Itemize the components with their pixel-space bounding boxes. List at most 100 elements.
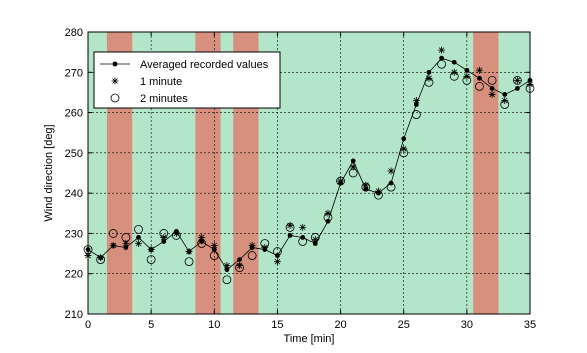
y-tick-label: 250 — [65, 148, 83, 160]
x-tick-label: 20 — [334, 319, 346, 331]
data-point — [146, 255, 156, 265]
data-point — [462, 75, 472, 85]
highlight-band-4 — [473, 32, 499, 314]
x-tick-label: 25 — [398, 319, 410, 331]
data-point — [451, 59, 457, 65]
data-point — [350, 158, 356, 164]
y-tick-label: 210 — [65, 309, 83, 321]
data-point — [477, 75, 482, 81]
data-point — [336, 176, 345, 186]
data-point — [464, 67, 470, 73]
data-point — [197, 239, 207, 248]
data-point — [198, 233, 206, 241]
data-point — [413, 102, 419, 107]
data-point — [147, 246, 155, 254]
data-point — [122, 240, 130, 247]
data-point — [411, 110, 421, 119]
x-tick-label: 5 — [148, 319, 154, 331]
data-point — [135, 240, 143, 247]
data-point — [439, 55, 444, 61]
legend-label: 2 minutes — [140, 93, 188, 105]
data-point — [172, 229, 180, 237]
axis-ticks: 0 5 10 15 20 25 30 35 210 220 230 240 250 260 270 280 — [65, 27, 536, 331]
data-point — [363, 186, 369, 192]
data-point — [387, 167, 395, 175]
data-point — [475, 81, 484, 91]
data-point — [298, 237, 308, 246]
data-point — [361, 182, 371, 192]
data-point — [236, 262, 244, 270]
data-point — [348, 168, 358, 178]
legend-label: Averaged recorded values — [140, 59, 269, 71]
x-axis-label: Time [min] — [284, 333, 335, 345]
data-point — [287, 233, 293, 238]
data-point — [362, 181, 370, 189]
data-point — [123, 245, 129, 250]
data-series — [83, 46, 535, 285]
data-point — [211, 247, 217, 252]
data-point — [399, 148, 409, 158]
data-point — [97, 254, 105, 262]
data-point — [184, 257, 194, 267]
data-point — [161, 239, 167, 244]
data-point — [401, 136, 407, 142]
data-point — [224, 267, 230, 273]
data-point — [437, 59, 447, 69]
data-point — [121, 233, 131, 242]
data-point — [273, 247, 282, 256]
legend: Averaged recorded values 1 minute 2 minute… — [93, 51, 281, 109]
data-point — [514, 86, 520, 91]
data-point — [159, 229, 169, 238]
y-tick-label: 240 — [65, 188, 83, 200]
data-point — [237, 257, 242, 263]
legend-item-3: 2 minutes — [110, 93, 188, 105]
x-tick-label: 30 — [461, 319, 473, 331]
data-point — [260, 239, 270, 248]
data-point — [426, 69, 432, 75]
data-point — [449, 71, 459, 81]
data-point — [136, 235, 141, 240]
data-point — [185, 248, 193, 256]
data-point — [488, 90, 496, 98]
data-point — [84, 252, 92, 260]
plot-frame — [87, 31, 531, 315]
y-tick-label: 260 — [65, 108, 83, 120]
data-point — [323, 212, 333, 222]
data-point — [349, 163, 357, 171]
data-point — [438, 46, 446, 54]
data-point — [248, 242, 256, 250]
data-point — [424, 77, 434, 87]
data-point — [299, 223, 307, 231]
data-point — [527, 77, 533, 83]
data-point — [487, 75, 497, 85]
legend-label: 1 minute — [140, 76, 182, 88]
data-point — [286, 221, 294, 229]
legend-marker — [111, 77, 119, 85]
data-point — [223, 262, 231, 270]
data-point — [502, 92, 508, 97]
y-tick-label: 220 — [65, 269, 83, 281]
data-point — [209, 251, 219, 260]
data-point — [311, 235, 319, 243]
data-point — [108, 229, 118, 238]
data-point — [134, 224, 143, 234]
data-point — [412, 96, 420, 104]
series-3 — [83, 59, 535, 285]
data-point — [475, 66, 483, 74]
data-point — [235, 263, 244, 273]
legend-box — [93, 51, 281, 109]
x-tick-label: 35 — [524, 319, 536, 331]
data-point — [489, 86, 495, 91]
series-line-1 — [87, 57, 531, 271]
data-point — [109, 242, 117, 250]
data-point — [374, 190, 383, 200]
legend-item-1: Averaged recorded values — [100, 59, 269, 71]
x-tick-label: 15 — [271, 319, 283, 331]
data-point — [222, 275, 232, 285]
legend-marker — [110, 93, 120, 103]
data-point — [85, 247, 91, 252]
data-point — [310, 233, 320, 242]
legend-items: Averaged recorded values 1 minute 2 minute… — [100, 59, 269, 105]
data-point — [500, 100, 510, 109]
